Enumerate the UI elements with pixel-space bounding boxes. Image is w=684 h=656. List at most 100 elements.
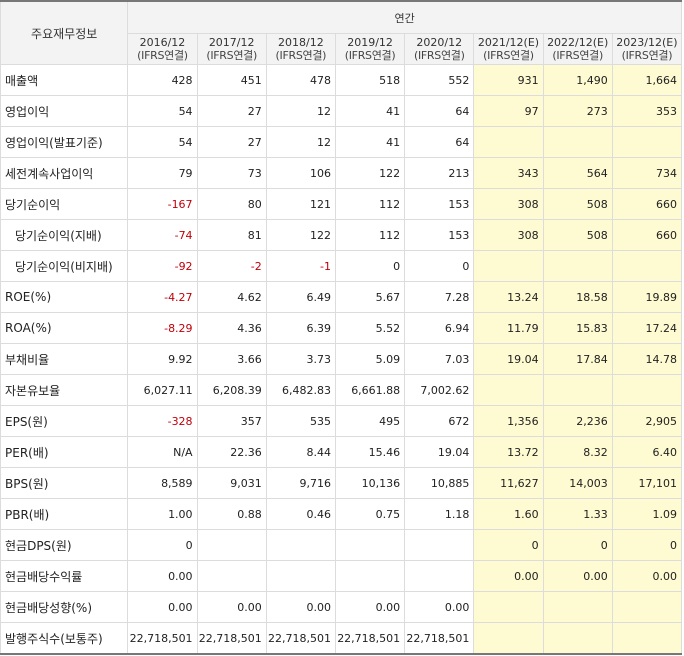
table-cell: 931	[473, 64, 544, 96]
table-cell: 0.00	[404, 591, 475, 623]
table-cell	[542, 126, 613, 158]
table-cell: 15.83	[542, 312, 613, 344]
table-cell	[611, 250, 683, 282]
period-basis: (IFRS연결)	[621, 49, 673, 62]
row-label: 현금배당수익률	[0, 560, 129, 592]
period-header: 2019/12 (IFRS연결)	[334, 33, 406, 65]
table-row: PER(배) N/A 22.36 8.44 15.46 19.04 13.72 8.32 6.4…	[0, 436, 683, 468]
table-cell: 0.00	[127, 591, 198, 623]
table-row: 영업이익(발표기준) 54 27 12 41 64	[0, 126, 683, 158]
table-cell: 1.60	[473, 498, 544, 530]
table-cell	[265, 560, 336, 592]
table-cell: 79	[127, 157, 198, 189]
table-cell: 54	[127, 126, 198, 158]
table-cell: 3.66	[196, 343, 267, 375]
period-header: 2017/12 (IFRS연결)	[196, 33, 267, 65]
table-cell: 22,718,501	[127, 622, 198, 655]
period-basis: (IFRS연결)	[275, 49, 327, 62]
table-cell: 5.52	[334, 312, 406, 344]
table-cell: 112	[334, 188, 406, 220]
table-row: 당기순이익(지배) -74 81 122 112 153 308 508 660	[0, 219, 683, 251]
table-cell: -8.29	[127, 312, 198, 344]
table-cell: 2,236	[542, 405, 613, 437]
row-label: 현금DPS(원)	[0, 529, 129, 561]
table-cell: 97	[473, 95, 544, 127]
table-cell: 19.04	[404, 436, 475, 468]
period-basis: (IFRS연결)	[483, 49, 534, 62]
table-cell	[473, 622, 544, 655]
table-cell: 273	[542, 95, 613, 127]
table-cell: 6,661.88	[334, 374, 406, 406]
table-cell: 64	[404, 126, 475, 158]
table-cell: 6.94	[404, 312, 475, 344]
table-cell: 8,589	[127, 467, 198, 499]
table-cell: 0.00	[542, 560, 613, 592]
table-cell: 6,027.11	[127, 374, 198, 406]
table-cell: 0	[334, 250, 406, 282]
table-cell: 10,136	[334, 467, 406, 499]
table-cell: 22,718,501	[334, 622, 406, 655]
table-cell	[542, 374, 613, 406]
table-cell: 122	[334, 157, 406, 189]
table-cell	[334, 560, 406, 592]
period-header: 2018/12 (IFRS연결)	[265, 33, 336, 65]
table-cell: 3.73	[265, 343, 336, 375]
table-cell: 153	[404, 219, 475, 251]
table-cell: 7.03	[404, 343, 475, 375]
row-label: 매출액	[0, 64, 129, 96]
table-cell: 6.40	[611, 436, 683, 468]
table-cell: 10,885	[404, 467, 475, 499]
table-cell: 508	[542, 188, 613, 220]
row-label: 발행주식수(보통주)	[0, 622, 129, 655]
table-cell: 343	[473, 157, 544, 189]
table-cell: 564	[542, 157, 613, 189]
table-cell: 308	[473, 188, 544, 220]
row-label: 영업이익	[0, 95, 129, 127]
table-cell: 19.89	[611, 281, 683, 313]
table-cell: 1.33	[542, 498, 613, 530]
period-header: 2022/12(E) (IFRS연결)	[542, 33, 613, 65]
period-header: 2021/12(E) (IFRS연결)	[473, 33, 544, 65]
row-label: PBR(배)	[0, 498, 129, 530]
table-cell	[404, 529, 475, 561]
period-year: 2017/12	[208, 36, 255, 49]
table-cell: -92	[127, 250, 198, 282]
table-cell: 357	[196, 405, 267, 437]
table-row: 현금배당수익률 0.00 0.00 0.00 0.00	[0, 560, 683, 592]
row-label: PER(배)	[0, 436, 129, 468]
table-cell: N/A	[127, 436, 198, 468]
table-row: 부채비율 9.92 3.66 3.73 5.09 7.03 19.04 17.84 14.78	[0, 343, 683, 375]
table-cell: 41	[334, 95, 406, 127]
table-cell	[611, 591, 683, 623]
table-cell: 17,101	[611, 467, 683, 499]
row-label: 당기순이익	[0, 188, 129, 220]
table-cell: 64	[404, 95, 475, 127]
table-cell: 81	[196, 219, 267, 251]
period-year: 2021/12(E)	[477, 36, 540, 49]
table-cell: 14,003	[542, 467, 613, 499]
table-cell: 451	[196, 64, 267, 96]
table-cell: 112	[334, 219, 406, 251]
table-cell: 18.58	[542, 281, 613, 313]
table-cell: 0.00	[334, 591, 406, 623]
table-cell: 213	[404, 157, 475, 189]
table-cell: 495	[334, 405, 406, 437]
table-cell: -328	[127, 405, 198, 437]
period-year: 2022/12(E)	[547, 36, 609, 49]
table-cell: 22,718,501	[404, 622, 475, 655]
table-cell	[473, 250, 544, 282]
table-cell: 8.44	[265, 436, 336, 468]
row-label: 세전계속사업이익	[0, 157, 129, 189]
period-basis: (IFRS연결)	[413, 49, 465, 62]
table-row: 매출액 428 451 478 518 552 931 1,490 1,664	[0, 64, 683, 96]
table-cell: 4.62	[196, 281, 267, 313]
table-row: 세전계속사업이익 79 73 106 122 213 343 564 734	[0, 157, 683, 189]
table-cell: 660	[611, 188, 683, 220]
period-header: 2016/12 (IFRS연결)	[127, 33, 198, 65]
period-year: 2016/12	[139, 36, 186, 49]
table-cell: 0.88	[196, 498, 267, 530]
table-cell: 0.00	[265, 591, 336, 623]
table-cell: 122	[265, 219, 336, 251]
table-cell: 11,627	[473, 467, 544, 499]
